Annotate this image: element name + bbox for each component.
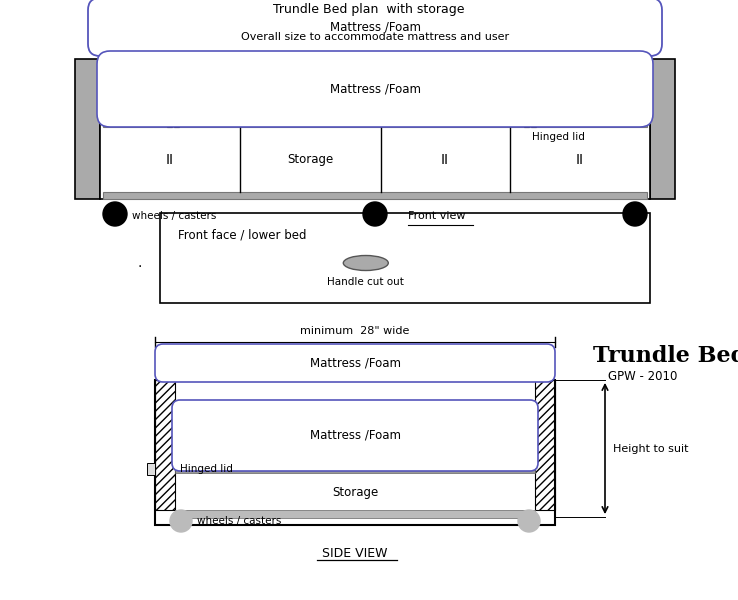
Text: Front view: Front view — [408, 211, 466, 221]
Bar — [524, 122, 529, 127]
Bar — [160, 213, 650, 303]
Bar — [100, 59, 650, 199]
FancyBboxPatch shape — [88, 0, 662, 56]
Bar — [167, 122, 171, 127]
Bar — [103, 192, 647, 199]
Text: II: II — [576, 152, 584, 166]
Text: Trundle Bed plan  with storage: Trundle Bed plan with storage — [273, 3, 465, 16]
Bar — [155, 380, 175, 510]
Bar — [147, 463, 155, 475]
Text: Handle cut out: Handle cut out — [328, 277, 404, 287]
FancyBboxPatch shape — [97, 51, 653, 127]
Text: Mattress /Foam: Mattress /Foam — [309, 356, 401, 370]
Text: GPW - 2010: GPW - 2010 — [608, 370, 677, 383]
Text: II: II — [441, 152, 449, 166]
Text: Storage: Storage — [287, 153, 334, 166]
Text: wheels / casters: wheels / casters — [197, 516, 281, 526]
Circle shape — [623, 202, 647, 226]
Bar — [175, 465, 535, 473]
Text: Height to suit: Height to suit — [613, 443, 689, 454]
Bar — [155, 380, 555, 525]
Text: II: II — [166, 152, 174, 166]
Text: Front face / lower bed: Front face / lower bed — [178, 228, 306, 241]
FancyBboxPatch shape — [172, 400, 538, 471]
Circle shape — [363, 202, 387, 226]
Bar — [173, 122, 179, 127]
Circle shape — [170, 510, 192, 532]
FancyBboxPatch shape — [155, 344, 555, 382]
Bar — [175, 510, 535, 518]
Text: Hinged lid: Hinged lid — [532, 132, 585, 142]
Bar — [535, 380, 555, 510]
Bar — [650, 59, 675, 199]
Circle shape — [518, 510, 540, 532]
Circle shape — [103, 202, 127, 226]
Text: Overall size to accommodate mattress and user: Overall size to accommodate mattress and… — [241, 32, 509, 42]
Text: Mattress /Foam: Mattress /Foam — [309, 429, 401, 442]
Text: SIDE VIEW: SIDE VIEW — [323, 547, 387, 560]
Text: Trundle Bed: Trundle Bed — [593, 345, 738, 367]
Bar — [175, 400, 535, 408]
Bar — [75, 59, 100, 199]
Bar — [103, 120, 647, 127]
Text: minimum  28" wide: minimum 28" wide — [300, 326, 410, 336]
Ellipse shape — [343, 256, 388, 271]
Text: .: . — [138, 256, 142, 270]
Text: wheels / casters: wheels / casters — [132, 211, 216, 221]
Bar — [100, 52, 650, 59]
Text: Mattress /Foam: Mattress /Foam — [329, 20, 421, 34]
Text: Storage: Storage — [332, 486, 378, 499]
Text: Hinged lid: Hinged lid — [180, 464, 233, 474]
Text: Mattress /Foam: Mattress /Foam — [329, 82, 421, 95]
Bar — [531, 122, 536, 127]
